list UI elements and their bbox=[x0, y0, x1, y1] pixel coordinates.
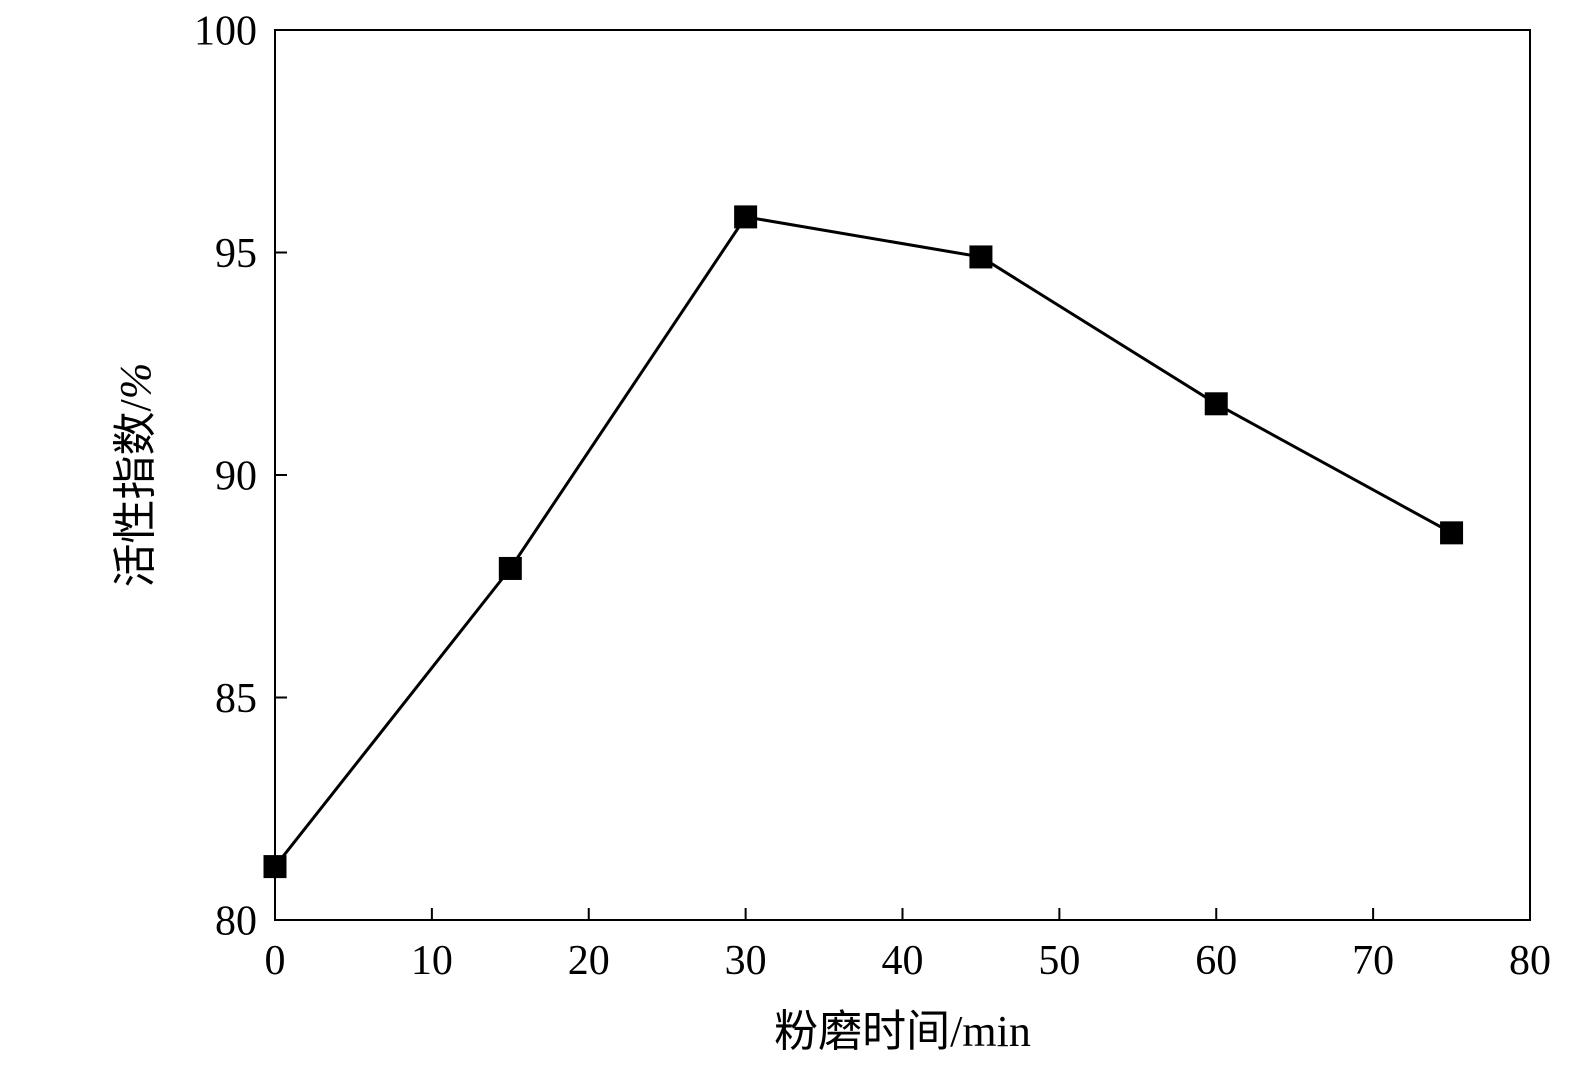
y-axis-label: 活性指数/% bbox=[111, 363, 160, 588]
x-tick-label: 60 bbox=[1195, 938, 1237, 984]
x-tick-label: 10 bbox=[411, 938, 453, 984]
x-tick-label: 50 bbox=[1038, 938, 1080, 984]
x-tick-label: 0 bbox=[265, 938, 286, 984]
y-tick-label: 80 bbox=[215, 899, 257, 945]
chart-svg: 0 10 20 30 40 50 60 70 80 80 85 90 95 100 粉磨时间/min 活性指数… bbox=[0, 0, 1575, 1076]
x-tick-label: 30 bbox=[725, 938, 767, 984]
x-axis-label: 粉磨时间/min bbox=[774, 1007, 1031, 1056]
data-marker bbox=[499, 557, 521, 579]
data-line bbox=[275, 217, 1452, 867]
y-tick-label: 100 bbox=[194, 9, 257, 55]
y-tick-label: 90 bbox=[215, 454, 257, 500]
data-marker bbox=[970, 246, 992, 268]
data-marker bbox=[1205, 393, 1227, 415]
data-marker bbox=[1441, 522, 1463, 544]
data-marker bbox=[735, 206, 757, 228]
x-tick-label: 20 bbox=[568, 938, 610, 984]
y-tick-label: 95 bbox=[215, 231, 257, 277]
x-tick-label: 70 bbox=[1352, 938, 1394, 984]
data-marker bbox=[264, 856, 286, 878]
x-tick-label: 80 bbox=[1509, 938, 1551, 984]
y-tick-label: 85 bbox=[215, 676, 257, 722]
x-tick-label: 40 bbox=[882, 938, 924, 984]
line-chart: 0 10 20 30 40 50 60 70 80 80 85 90 95 100 粉磨时间/min 活性指数… bbox=[0, 0, 1575, 1076]
plot-border bbox=[275, 30, 1530, 920]
